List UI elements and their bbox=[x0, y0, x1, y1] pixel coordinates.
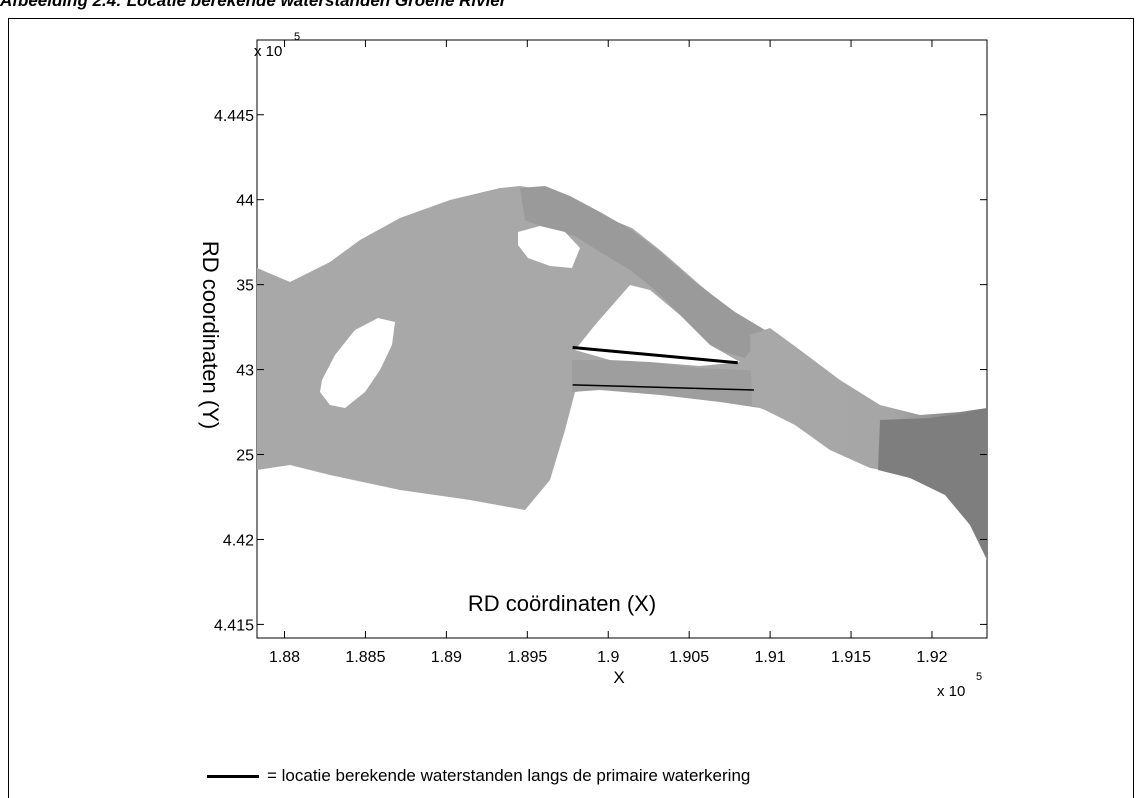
river-body-east bbox=[750, 328, 987, 560]
y-ticks: 4.415 4.42 25 43 35 44 4.445 bbox=[214, 108, 987, 634]
y-tick-label: 4.42 bbox=[223, 532, 254, 549]
x-exponent-power: 5 bbox=[976, 671, 982, 683]
legend-line-swatch bbox=[207, 774, 259, 778]
island-north bbox=[518, 226, 580, 268]
y-exponent-power: 5 bbox=[294, 31, 300, 43]
island-west bbox=[320, 318, 395, 408]
x-axis-title-overlay: RD coördinaten (X) bbox=[468, 591, 656, 616]
river-arm-south bbox=[572, 360, 760, 408]
x-ticks: 1.88 1.885 1.89 1.895 1.9 1.905 1.91 1.915 1.92 bbox=[269, 40, 948, 666]
calculation-lines bbox=[572, 346, 754, 391]
x-tick-label: 1.9 bbox=[597, 649, 619, 666]
x-tick-label: 1.92 bbox=[916, 649, 947, 666]
x-tick-label: 1.91 bbox=[755, 649, 786, 666]
river-arm-north bbox=[520, 186, 765, 358]
y-tick-label: 4.445 bbox=[214, 108, 254, 125]
x-tick-label: 1.895 bbox=[507, 649, 547, 666]
figure-caption: Afbeelding 2.4: Locatie berekende waters… bbox=[0, 0, 507, 10]
island-middle bbox=[575, 285, 740, 366]
y-tick-label: 4.415 bbox=[214, 617, 254, 634]
x-tick-label: 1.88 bbox=[269, 649, 300, 666]
river-body-east-dark bbox=[878, 410, 987, 560]
x-tick-label: 1.915 bbox=[831, 649, 871, 666]
y-tick-label: 25 bbox=[236, 448, 254, 465]
y-exponent-label: x 10 bbox=[254, 43, 282, 60]
y-tick-label: 43 bbox=[236, 363, 254, 380]
calculation-line-south bbox=[572, 384, 754, 391]
figure-frame bbox=[8, 18, 1134, 798]
y-tick-label: 35 bbox=[236, 278, 254, 295]
legend: = locatie berekende waterstanden langs d… bbox=[207, 765, 750, 787]
river-map bbox=[257, 186, 987, 560]
calculation-line-north bbox=[572, 346, 738, 365]
x-tick-label: 1.89 bbox=[431, 649, 462, 666]
x-exponent-label: x 10 bbox=[937, 683, 965, 700]
legend-text: = locatie berekende waterstanden langs d… bbox=[267, 766, 751, 785]
x-tick-label: 1.905 bbox=[669, 649, 709, 666]
x-axis-label: X bbox=[613, 668, 624, 687]
y-tick-label: 44 bbox=[236, 193, 254, 210]
y-axis-title-overlay: RD coordinaten (Y) bbox=[198, 241, 223, 429]
x-tick-label: 1.885 bbox=[345, 649, 385, 666]
